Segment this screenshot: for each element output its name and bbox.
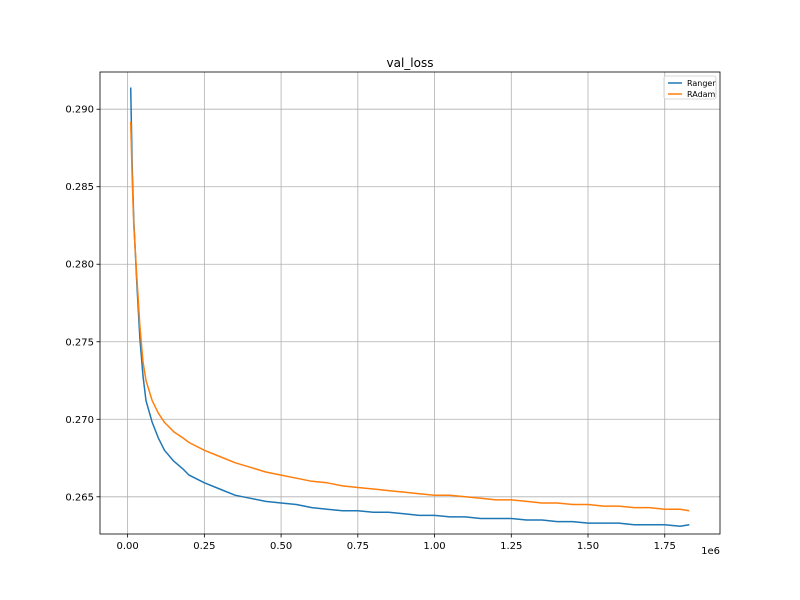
x-tick-label: 0.25	[193, 541, 215, 552]
x-tick-label: 1.00	[423, 541, 445, 552]
x-tick-label: 0.00	[116, 541, 138, 552]
y-tick-label: 0.270	[65, 415, 94, 426]
grid	[100, 72, 720, 534]
legend: Ranger RAdam	[663, 75, 717, 100]
y-tick-label: 0.265	[65, 492, 94, 503]
series-group	[129, 87, 690, 527]
x-offset-label: 1e6	[701, 546, 720, 557]
series-line-ranger	[129, 87, 690, 527]
x-tick-label: 1.25	[500, 541, 522, 552]
x-tick-label: 0.50	[270, 541, 292, 552]
y-tick-label: 0.290	[65, 105, 94, 116]
x-tick-label: 0.75	[347, 541, 369, 552]
y-tick-label: 0.285	[65, 182, 94, 193]
axes-frame	[99, 71, 721, 535]
x-tick-label: 1.75	[654, 541, 676, 552]
y-tick-label: 0.280	[65, 260, 94, 271]
legend-label-ranger: Ranger	[687, 79, 716, 88]
series-line-radam	[129, 121, 690, 512]
y-tick-label: 0.275	[65, 337, 94, 348]
chart-title: val_loss	[387, 56, 434, 70]
x-tick-label: 1.50	[577, 541, 599, 552]
ticks: 0.00 0.25 0.50 0.75 1.00 1.25 1.50 1.75 0.265 0.2…	[65, 105, 676, 552]
legend-label-radam: RAdam	[687, 90, 716, 99]
